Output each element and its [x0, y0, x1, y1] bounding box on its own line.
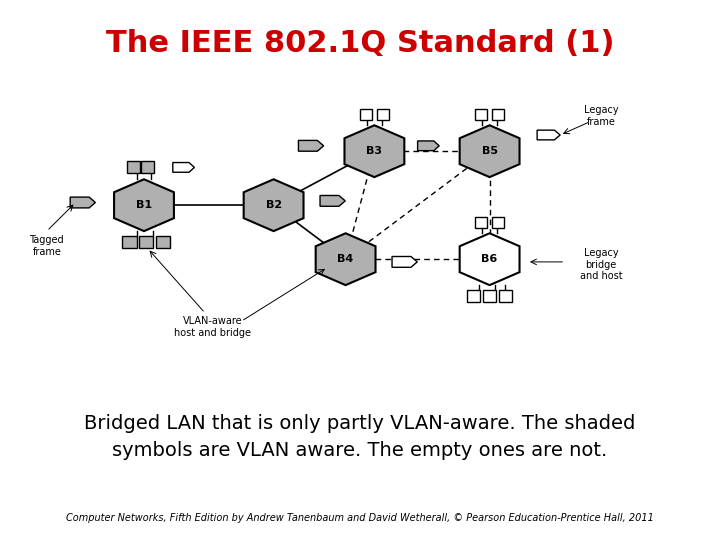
Polygon shape [299, 140, 324, 151]
Bar [483, 290, 496, 302]
Text: Bridged LAN that is only partly VLAN-aware. The shaded: Bridged LAN that is only partly VLAN-awa… [84, 414, 636, 434]
Polygon shape [392, 256, 417, 267]
Bar [360, 109, 372, 120]
Bar [141, 161, 154, 173]
Bar [499, 290, 512, 302]
Polygon shape [71, 197, 95, 208]
Bar [122, 236, 137, 248]
Text: Legacy
frame: Legacy frame [584, 105, 618, 127]
Text: B3: B3 [366, 146, 382, 156]
Polygon shape [459, 125, 520, 177]
Polygon shape [173, 163, 194, 172]
Polygon shape [418, 141, 439, 151]
Polygon shape [243, 179, 304, 231]
Text: B4: B4 [338, 254, 354, 264]
Text: Tagged
frame: Tagged frame [30, 235, 64, 256]
Polygon shape [114, 179, 174, 231]
Text: symbols are VLAN aware. The empty ones are not.: symbols are VLAN aware. The empty ones a… [112, 441, 608, 461]
Text: Computer Networks, Fifth Edition by Andrew Tanenbaum and David Wetherall, © Pear: Computer Networks, Fifth Edition by Andr… [66, 514, 654, 523]
Text: B6: B6 [482, 254, 498, 264]
Bar [139, 236, 153, 248]
Polygon shape [320, 195, 346, 206]
Bar [475, 217, 487, 228]
Polygon shape [315, 233, 376, 285]
Bar [475, 109, 487, 120]
Bar [127, 161, 140, 173]
Bar [377, 109, 389, 120]
Text: VLAN-aware
host and bridge: VLAN-aware host and bridge [174, 316, 251, 338]
Text: Legacy
bridge
and host: Legacy bridge and host [580, 248, 623, 281]
Bar [156, 236, 170, 248]
Polygon shape [344, 125, 405, 177]
Bar [492, 217, 504, 228]
Text: B1: B1 [136, 200, 152, 210]
Text: The IEEE 802.1Q Standard (1): The IEEE 802.1Q Standard (1) [106, 29, 614, 58]
Polygon shape [459, 233, 520, 285]
Text: B5: B5 [482, 146, 498, 156]
Polygon shape [537, 130, 560, 140]
Bar [467, 290, 480, 302]
Text: B2: B2 [266, 200, 282, 210]
Bar [492, 109, 504, 120]
